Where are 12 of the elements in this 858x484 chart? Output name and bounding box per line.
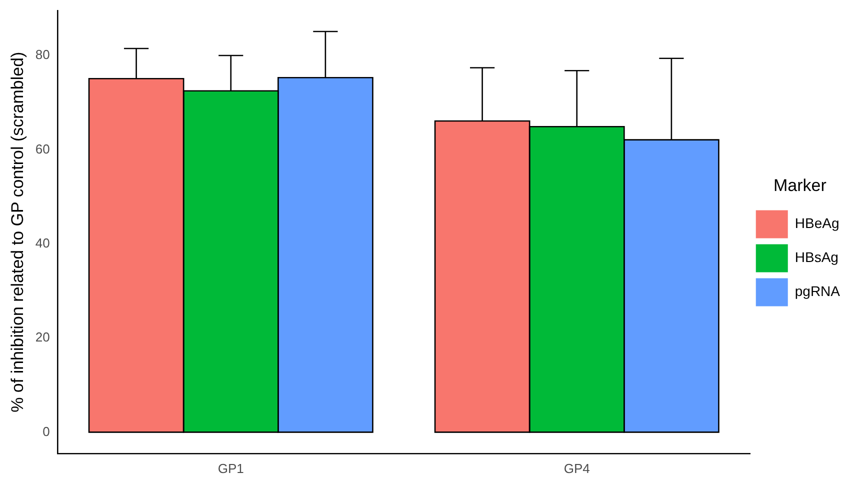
y-axis-title: % of inhibition related to GP control (scrambled) [8,52,27,412]
y-tick-label: 40 [35,235,50,250]
legend-label: HBeAg [794,215,840,232]
x-tick-label: GP1 [218,460,244,476]
y-tick-label: 0 [42,424,50,439]
y-tick-label: 60 [35,141,50,156]
legend-label: pgRNA [794,283,841,300]
y-tick-label: 80 [35,47,50,62]
legend-label: HBsAg [794,249,838,266]
x-tick-label: GP4 [564,460,590,476]
legend-title: Marker [773,176,827,195]
y-tick-label: 20 [35,330,50,345]
